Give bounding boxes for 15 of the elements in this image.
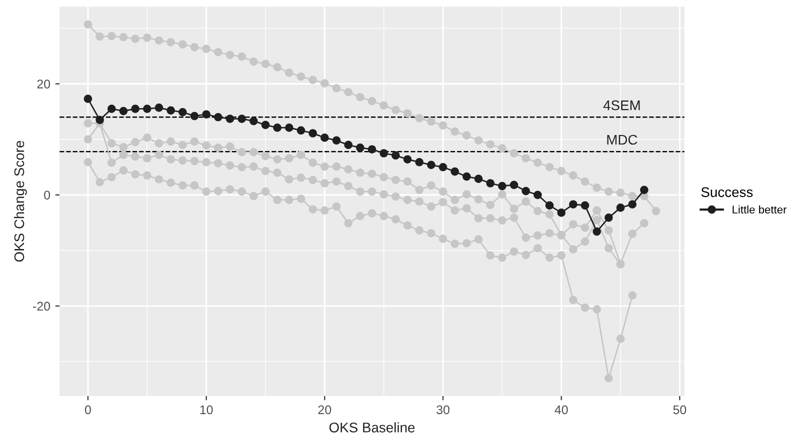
y-axis-title: OKS Change Score [14, 140, 27, 262]
x-tick-label: 40 [554, 405, 568, 414]
y-tick-label: 0 [44, 190, 50, 200]
x-axis-title: OKS Baseline [329, 422, 415, 432]
x-tick-label: 20 [318, 405, 332, 414]
x-tick-label: 10 [200, 405, 213, 414]
x-tick-label: 0 [84, 405, 91, 414]
legend-title: Success [701, 187, 753, 198]
legend-label: Little better [732, 205, 787, 214]
y-tick-label: -20 [33, 302, 50, 311]
x-tick-label: 30 [436, 405, 450, 414]
ref-line-label: 4SEM [603, 100, 640, 110]
ref-line-label: MDC [607, 134, 638, 145]
x-tick-label: 50 [673, 405, 686, 414]
y-tick-label: 20 [37, 80, 50, 88]
